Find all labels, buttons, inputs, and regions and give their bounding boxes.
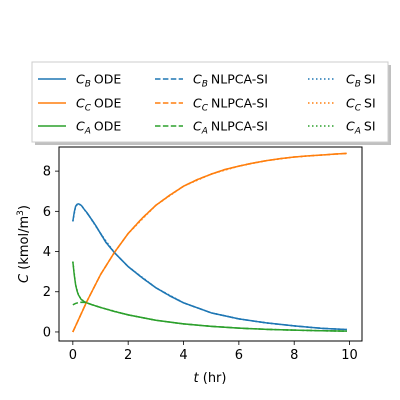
legend-entry-c-b-nlpca-si: CB NLPCA-SI [155, 72, 268, 90]
legend-entry-c-c-si: CC SI [308, 96, 376, 114]
series-line-c-a-ode [72, 261, 347, 332]
legend-label: CB ODE [76, 72, 121, 90]
x-tick-label: 4 [179, 348, 187, 363]
legend-entry-c-b-si: CB SI [308, 72, 376, 90]
legend-entry-c-a-si: CA SI [308, 119, 376, 137]
x-tick-label: 2 [124, 348, 132, 363]
legend-label: CB NLPCA-SI [193, 72, 268, 90]
series-line-c-b-si [72, 203, 347, 331]
x-tick-label: 8 [290, 348, 298, 363]
x-tick-label: 10 [341, 348, 358, 363]
y-tick-label: 8 [43, 165, 51, 180]
x-tick-label: 6 [235, 348, 243, 363]
legend-label: CC NLPCA-SI [193, 96, 268, 114]
series-line-c-c-si [72, 152, 347, 333]
legend-label: CA NLPCA-SI [193, 119, 268, 137]
legend-label: CC ODE [76, 96, 121, 114]
series-line-c-c-nlpca-si [72, 152, 347, 333]
y-tick-label: 0 [43, 325, 51, 340]
plot-frame [58, 146, 363, 342]
series-layer [72, 152, 347, 333]
legend-label: CB SI [346, 72, 376, 90]
series-line-c-a-si [72, 261, 347, 332]
legend-entry-c-b-ode: CB ODE [38, 72, 121, 90]
legend-label: CA SI [346, 119, 376, 137]
x-axis: 0 2 4 6 8 10 [69, 341, 358, 363]
legend-entry-c-a-ode: CA ODE [38, 119, 121, 137]
legend-frame [31, 61, 389, 143]
y-tick-label: 2 [43, 285, 51, 300]
x-axis-label: t (hr) [194, 371, 227, 386]
legend: CB ODE CC ODE CA ODE CB NLPCA-SI CC NLPCA-SI CA NLP… [31, 61, 391, 145]
legend-label: CA ODE [76, 119, 121, 137]
legend-label: CC SI [346, 96, 376, 114]
y-tick-label: 6 [43, 205, 51, 220]
legend-entry-c-c-nlpca-si: CC NLPCA-SI [155, 96, 268, 114]
x-tick-label: 0 [69, 348, 77, 363]
y-axis-label: C (kmol/m3) [16, 205, 32, 283]
y-tick-label: 4 [43, 245, 51, 260]
legend-entry-c-a-nlpca-si: CA NLPCA-SI [155, 119, 268, 137]
y-axis: 0 2 4 6 8 [43, 165, 59, 340]
legend-entry-c-c-ode: CC ODE [38, 96, 121, 114]
series-line-c-c-ode [72, 152, 347, 333]
series-line-c-b-nlpca-si [86, 211, 347, 331]
